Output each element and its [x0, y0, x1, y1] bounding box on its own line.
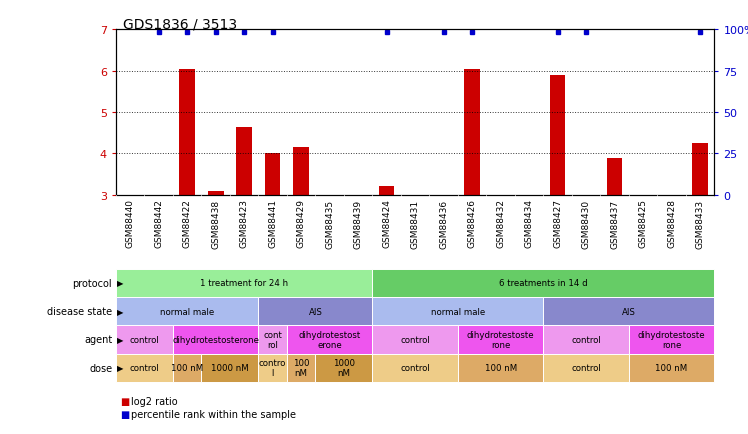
- Text: control: control: [400, 363, 430, 372]
- Text: GSM88431: GSM88431: [411, 199, 420, 248]
- Text: cont
rol: cont rol: [263, 330, 282, 349]
- Text: GSM88439: GSM88439: [354, 199, 363, 248]
- Text: 100
nM: 100 nM: [293, 358, 310, 378]
- Text: control: control: [400, 335, 430, 344]
- Bar: [265, 154, 280, 195]
- Text: GDS1836 / 3513: GDS1836 / 3513: [123, 17, 238, 31]
- Text: dihydrotestoste
rone: dihydrotestoste rone: [638, 330, 705, 349]
- Text: control: control: [129, 363, 159, 372]
- Text: ▶: ▶: [117, 363, 124, 372]
- Text: GSM88423: GSM88423: [239, 199, 248, 248]
- Text: AIS: AIS: [622, 307, 636, 316]
- Text: agent: agent: [84, 335, 112, 345]
- Bar: [378, 187, 394, 195]
- Text: 6 treatments in 14 d: 6 treatments in 14 d: [499, 279, 588, 288]
- Text: dihydrotestosterone: dihydrotestosterone: [172, 335, 259, 344]
- Text: GSM88442: GSM88442: [154, 199, 163, 248]
- Text: 100 nM: 100 nM: [171, 363, 203, 372]
- Bar: [236, 127, 252, 195]
- Text: ■: ■: [120, 410, 129, 419]
- Text: normal male: normal male: [431, 307, 485, 316]
- Text: GSM88425: GSM88425: [639, 199, 648, 248]
- Text: log2 ratio: log2 ratio: [131, 397, 177, 406]
- Text: contro
l: contro l: [259, 358, 286, 378]
- Text: 100 nM: 100 nM: [485, 363, 517, 372]
- Text: ▶: ▶: [117, 279, 124, 288]
- Text: control: control: [571, 363, 601, 372]
- Text: GSM88437: GSM88437: [610, 199, 619, 248]
- Text: GSM88428: GSM88428: [667, 199, 676, 248]
- Text: GSM88427: GSM88427: [553, 199, 562, 248]
- Text: ▶: ▶: [117, 335, 124, 344]
- Text: AIS: AIS: [308, 307, 322, 316]
- Text: 1 treatment for 24 h: 1 treatment for 24 h: [200, 279, 288, 288]
- Bar: [465, 69, 480, 195]
- Bar: [692, 144, 708, 195]
- Text: percentile rank within the sample: percentile rank within the sample: [131, 410, 296, 419]
- Text: GSM88426: GSM88426: [468, 199, 476, 248]
- Bar: [550, 76, 565, 195]
- Bar: [607, 158, 622, 195]
- Text: ▶: ▶: [117, 307, 124, 316]
- Bar: [208, 191, 224, 195]
- Text: GSM88441: GSM88441: [269, 199, 278, 248]
- Text: dihydrotestost
erone: dihydrotestost erone: [298, 330, 361, 349]
- Text: GSM88436: GSM88436: [439, 199, 448, 248]
- Text: GSM88424: GSM88424: [382, 199, 391, 248]
- Text: GSM88422: GSM88422: [183, 199, 191, 248]
- Text: GSM88435: GSM88435: [325, 199, 334, 248]
- Text: GSM88440: GSM88440: [126, 199, 135, 248]
- Text: ■: ■: [120, 397, 129, 406]
- Text: GSM88432: GSM88432: [496, 199, 505, 248]
- Text: 1000
nM: 1000 nM: [333, 358, 355, 378]
- Text: dose: dose: [89, 363, 112, 373]
- Text: dihydrotestoste
rone: dihydrotestoste rone: [467, 330, 534, 349]
- Text: normal male: normal male: [160, 307, 215, 316]
- Bar: [180, 69, 195, 195]
- Text: protocol: protocol: [73, 278, 112, 288]
- Text: GSM88433: GSM88433: [696, 199, 705, 248]
- Text: disease state: disease state: [47, 306, 112, 316]
- Text: GSM88434: GSM88434: [524, 199, 533, 248]
- Text: control: control: [129, 335, 159, 344]
- Text: control: control: [571, 335, 601, 344]
- Text: GSM88430: GSM88430: [582, 199, 591, 248]
- Text: 1000 nM: 1000 nM: [211, 363, 249, 372]
- Text: 100 nM: 100 nM: [655, 363, 687, 372]
- Bar: [293, 148, 309, 195]
- Text: GSM88438: GSM88438: [211, 199, 220, 248]
- Text: GSM88429: GSM88429: [297, 199, 306, 248]
